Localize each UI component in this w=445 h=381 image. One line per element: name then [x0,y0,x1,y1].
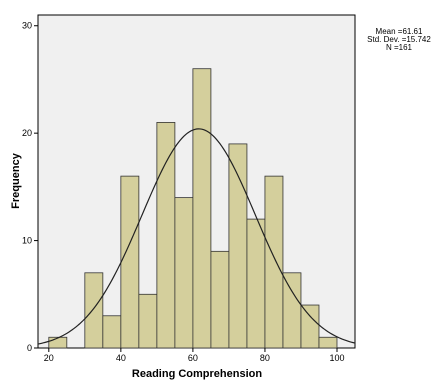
stats-mean: Mean =61.61 [376,27,423,36]
stats-box: Mean =61.61 Std. Dev. =15.742 N =161 [367,27,431,52]
x-tick-label: 100 [329,353,344,363]
histogram-bar [264,175,284,349]
y-tick-label: 10 [22,236,32,246]
x-tick-label: 80 [260,353,270,363]
histogram-bar [102,315,122,349]
histogram-bar [318,336,338,349]
stats-std-dev: Std. Dev. =15.742 [367,35,431,44]
histogram-bar [282,272,302,349]
y-tick-label: 20 [22,128,32,138]
histogram-bar [48,336,68,349]
bars-group [48,68,338,349]
histogram-bar [84,272,104,349]
normal-curve [37,128,356,345]
histogram-bar [174,197,194,349]
histogram-bar [246,218,266,349]
y-tick-label: 0 [27,343,32,353]
histogram-bar [210,250,230,349]
stats-n: N =161 [386,43,413,52]
ticks-group: 0 10 20 30 20 40 60 80 100 [22,21,345,363]
x-axis-title: Reading Comprehension [132,368,262,380]
x-tick-label: 20 [44,353,54,363]
histogram-bar [120,175,140,349]
histogram-bar [156,122,176,349]
histogram-bar [138,293,158,349]
histogram-bar [192,68,212,349]
x-tick-label: 40 [116,353,126,363]
x-tick-label: 60 [188,353,198,363]
y-axis-title: Frequency [10,152,22,209]
y-tick-label: 30 [22,21,32,31]
histogram-bar [300,304,320,349]
